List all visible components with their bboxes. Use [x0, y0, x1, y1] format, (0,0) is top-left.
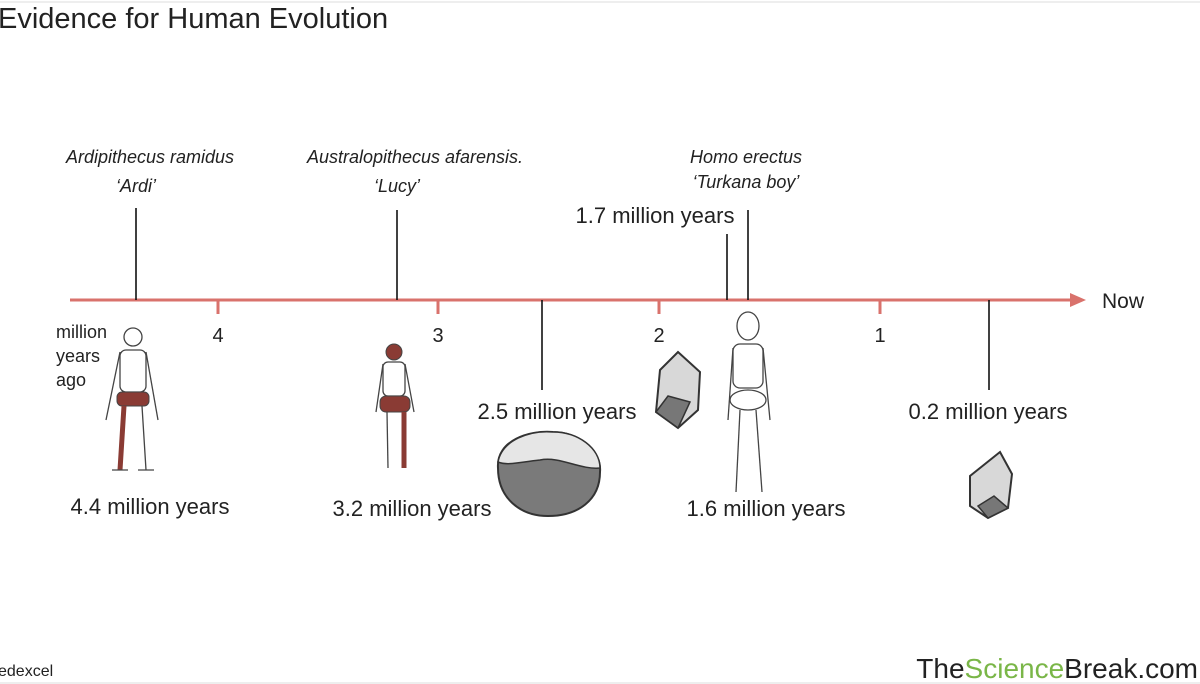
brand-part: Science — [965, 653, 1065, 684]
ardi-skeleton — [105, 327, 159, 471]
age: 1.6 million years — [687, 496, 846, 521]
tick-label: 3 — [432, 325, 443, 347]
timeline-arrow — [1070, 293, 1086, 307]
brand-part: The — [916, 653, 964, 684]
title: Evidence for Human Evolution — [0, 3, 388, 35]
tick-marks — [216, 300, 882, 314]
age: 0.2 million years — [909, 399, 1068, 424]
age: 1.7 million years — [576, 203, 735, 228]
age: 2.5 million years — [478, 399, 637, 424]
tick-label: 2 — [653, 325, 664, 347]
species: Homo erectus — [690, 147, 802, 167]
turkana-skeleton — [727, 311, 771, 493]
lucy-skeleton — [375, 343, 415, 469]
stone-tool-0-2 — [969, 450, 1014, 520]
stone-tool-1-7 — [654, 350, 702, 430]
nickname: ‘Lucy’ — [374, 176, 421, 196]
tick-label: 4 — [212, 325, 223, 347]
brand-part: Break.com — [1064, 653, 1198, 684]
event-lines — [135, 208, 990, 390]
now-label: Now — [1102, 290, 1145, 313]
nickname: ‘Ardi’ — [116, 176, 157, 196]
footer-left: edexcel — [0, 663, 53, 680]
stone-tool-2-5 — [496, 430, 602, 518]
nickname: ‘Turkana boy’ — [693, 172, 801, 192]
brand: TheScienceBreak.com — [916, 653, 1198, 684]
age: 3.2 million years — [333, 496, 492, 521]
species: Australopithecus afarensis. — [306, 147, 523, 167]
unit-label: years — [56, 346, 100, 366]
age: 4.4 million years — [71, 494, 230, 519]
species: Ardipithecus ramidus — [65, 147, 234, 167]
unit-label: million — [56, 322, 107, 342]
tick-label: 1 — [874, 325, 885, 347]
unit-label: ago — [56, 370, 86, 390]
